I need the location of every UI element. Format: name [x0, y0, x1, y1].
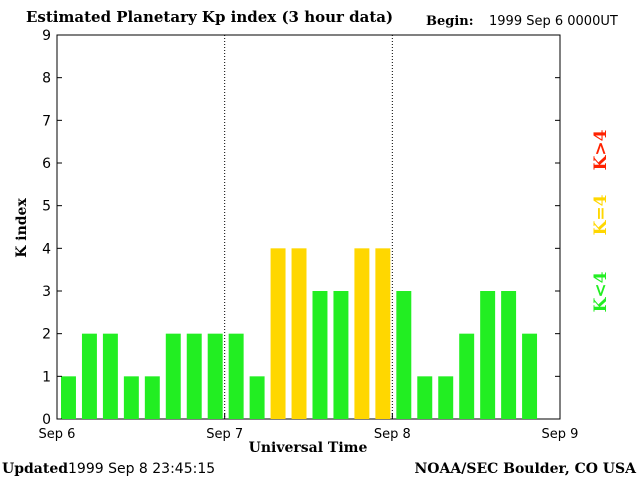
updated-value: 1999 Sep 8 23:45:15 — [68, 461, 216, 477]
y-tick-label: 6 — [42, 156, 51, 172]
bar — [501, 291, 517, 419]
bar — [228, 333, 244, 419]
y-tick-label: 4 — [42, 241, 51, 257]
y-tick-label: 1 — [42, 369, 51, 385]
bar — [396, 291, 412, 419]
y-axis-label: K index — [14, 198, 30, 258]
bar — [186, 333, 202, 419]
x-tick-label: Sep 6 — [39, 427, 76, 442]
bar — [144, 376, 160, 419]
bar — [480, 291, 496, 419]
credit: NOAA/SEC Boulder, CO USA — [414, 461, 637, 477]
x-tick-label: Sep 9 — [542, 427, 579, 442]
bar — [102, 333, 118, 419]
bar — [375, 248, 391, 419]
y-tick-label: 7 — [42, 113, 51, 129]
bar — [312, 291, 328, 419]
bar — [207, 333, 223, 419]
y-tick-label: 5 — [42, 199, 51, 215]
legend-low: K<4 — [591, 271, 611, 313]
bar — [123, 376, 139, 419]
chart-title: Estimated Planetary Kp index (3 hour dat… — [26, 8, 394, 26]
bar — [417, 376, 433, 419]
bar — [333, 291, 349, 419]
y-tick-label: 0 — [42, 412, 51, 428]
bar — [522, 333, 538, 419]
y-tick-label: 2 — [42, 327, 51, 343]
begin-value: 1999 Sep 6 0000UT — [489, 14, 618, 29]
bar — [354, 248, 370, 419]
x-axis-label: Universal Time — [248, 440, 368, 456]
bar — [61, 376, 76, 419]
bar — [270, 248, 286, 419]
y-tick-label: 3 — [42, 284, 51, 300]
bar — [81, 333, 97, 419]
x-tick-label: Sep 8 — [374, 427, 411, 442]
x-tick-label: Sep 7 — [206, 427, 243, 442]
bar — [165, 333, 181, 419]
bar — [438, 376, 454, 419]
bar — [291, 248, 307, 419]
begin-label: Begin: — [426, 14, 474, 29]
legend-high: K>4 — [591, 129, 611, 171]
bar — [459, 333, 475, 419]
y-tick-label: 9 — [42, 28, 51, 44]
plot-frame — [56, 34, 561, 420]
updated-label: Updated — [2, 461, 69, 477]
legend-mid: K=4 — [591, 194, 611, 236]
y-tick-label: 8 — [42, 71, 51, 87]
bar — [249, 376, 265, 419]
